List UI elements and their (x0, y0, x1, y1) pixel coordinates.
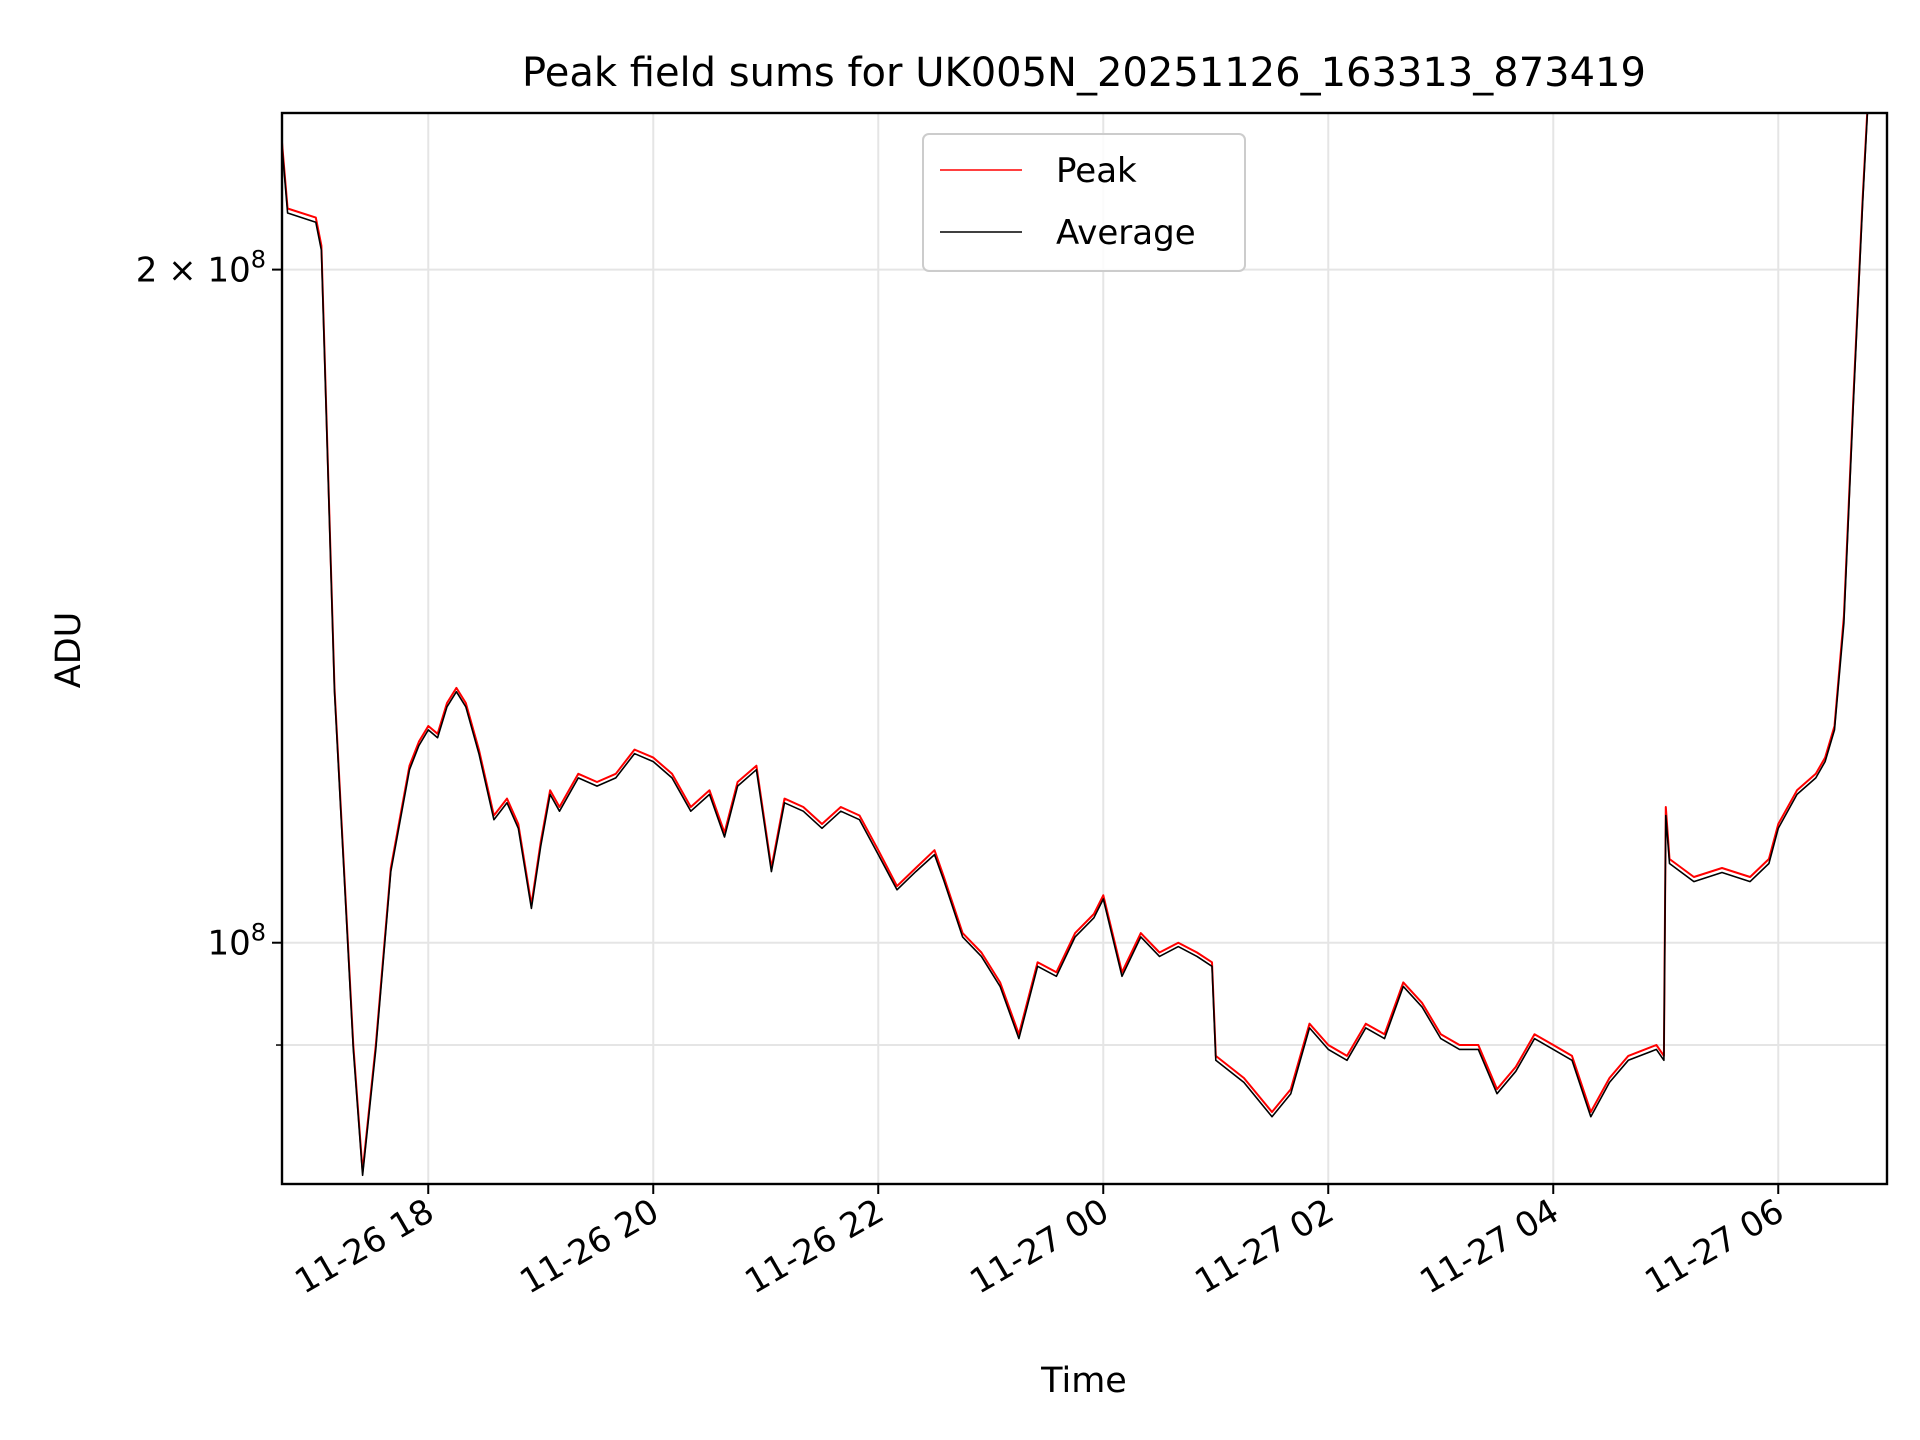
x-axis-label: Time (1040, 1361, 1127, 1401)
legend: Peak Average (922, 133, 1246, 272)
y-axis-label: ADU (49, 612, 89, 689)
grid (282, 113, 1887, 1184)
y-tick-label: 2 × 108 (136, 246, 266, 291)
legend-label-peak: Peak (1056, 151, 1137, 191)
legend-box (922, 133, 1246, 272)
legend-label-average: Average (1056, 213, 1196, 253)
plot-area (282, 113, 1869, 1177)
axes-frame (280, 111, 1889, 1186)
series-line-peak (282, 113, 1869, 1173)
chart-title: Peak field sums for UK005N_20251126_1633… (522, 50, 1646, 96)
series-line-average (282, 113, 1869, 1177)
